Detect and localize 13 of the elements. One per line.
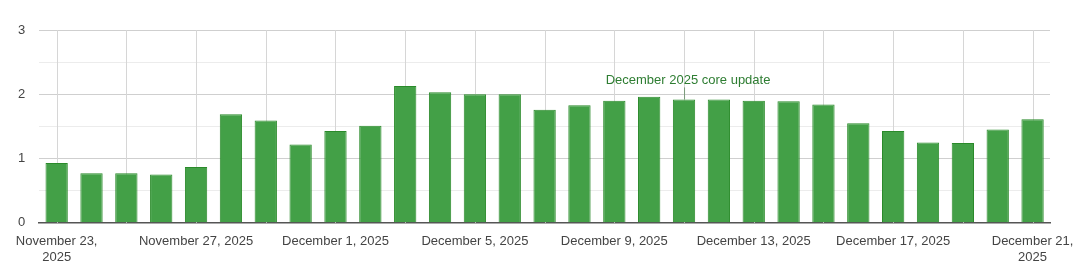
x-tick-label: December 9, 2025: [560, 233, 668, 249]
x-tick-label: November 23, 2025: [15, 233, 98, 264]
x-tick-label: December 5, 2025: [421, 233, 529, 249]
x-tick-label: December 21, 2025: [991, 233, 1074, 264]
x-tick-label: December 13, 2025: [696, 233, 811, 249]
y-tick-label: 3: [18, 21, 26, 37]
y-tick-label: 2: [18, 85, 26, 101]
x-tick-label: December 17, 2025: [836, 233, 951, 249]
x-tick-label: December 1, 2025: [282, 233, 389, 249]
y-tick-label: 1: [18, 150, 26, 166]
y-tick-label: 0: [18, 214, 26, 230]
x-tick-label: November 27, 2025: [138, 233, 254, 249]
annotation: December 2025 core update: [605, 72, 771, 88]
